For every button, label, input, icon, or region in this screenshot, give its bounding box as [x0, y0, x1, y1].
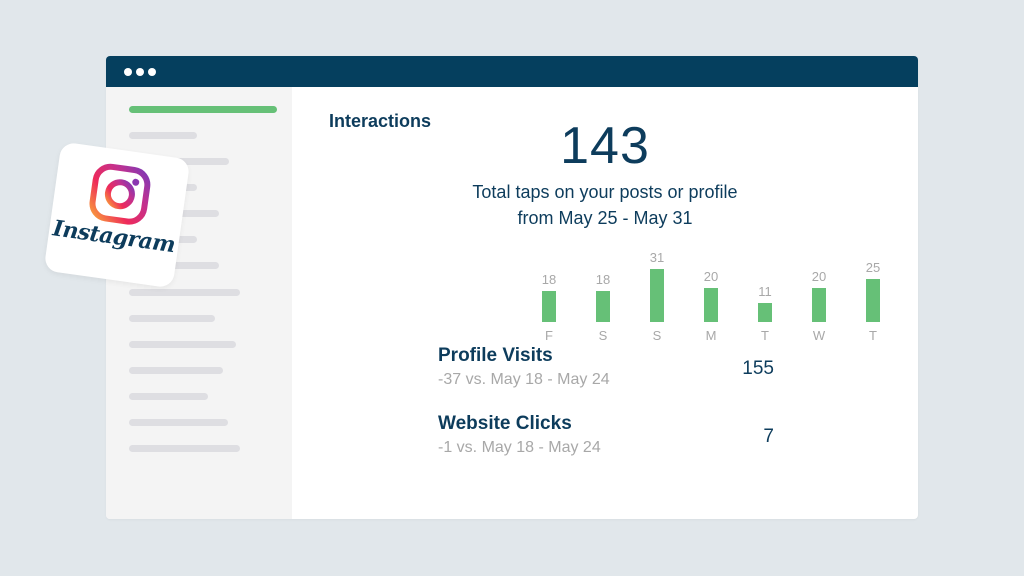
subtitle-line-2: from May 25 - May 31: [517, 208, 693, 228]
chart-day-label: M: [705, 328, 717, 343]
sidebar-item-active[interactable]: [129, 106, 277, 113]
chart-bar: [650, 269, 664, 322]
chart-bar: [596, 291, 610, 322]
sidebar-item[interactable]: [129, 132, 197, 139]
window-dot-icon[interactable]: [136, 68, 144, 76]
instagram-badge: Instagram: [43, 141, 191, 289]
instagram-logo-icon: [89, 163, 151, 225]
chart-day-label: T: [869, 328, 877, 343]
chart-bar: [758, 303, 772, 322]
sidebar-item[interactable]: [129, 445, 240, 452]
website-clicks-comparison: -1 vs. May 18 - May 24: [438, 439, 601, 456]
window-dot-icon[interactable]: [124, 68, 132, 76]
profile-visits-label: Profile Visits: [438, 345, 553, 366]
chart-bar: [542, 291, 556, 322]
chart-bar-value: 25: [865, 260, 881, 275]
chart-day-label: W: [812, 328, 826, 343]
chart-bar-value: 18: [541, 272, 557, 287]
chart-day-label: T: [761, 328, 769, 343]
chart-bar-value: 20: [811, 269, 827, 284]
title-bar: [106, 56, 918, 87]
sidebar-item[interactable]: [129, 419, 228, 426]
subtitle: Total taps on your posts or profile from…: [292, 179, 918, 231]
chart-bar-value: 11: [758, 284, 772, 299]
subtitle-line-1: Total taps on your posts or profile: [472, 182, 738, 202]
sidebar-item[interactable]: [129, 289, 240, 296]
window-dot-icon[interactable]: [148, 68, 156, 76]
chart-bar: [812, 288, 826, 322]
chart-bar: [866, 279, 880, 322]
chart-day-label: S: [598, 328, 608, 343]
sidebar-item[interactable]: [129, 367, 223, 374]
chart-day-label: F: [545, 328, 553, 343]
total-interactions: 143: [560, 117, 650, 175]
chart-bar-value: 20: [703, 269, 719, 284]
profile-visits-comparison: -37 vs. May 18 - May 24: [438, 371, 610, 388]
sidebar-item[interactable]: [129, 315, 215, 322]
profile-visits-value: 155: [742, 358, 774, 379]
website-clicks-label: Website Clicks: [438, 413, 572, 434]
section-title: Interactions: [329, 111, 432, 131]
sidebar-item[interactable]: [129, 393, 208, 400]
chart-bar-value: 18: [595, 272, 611, 287]
website-clicks-value: 7: [763, 426, 774, 447]
chart-bar-value: 31: [649, 250, 665, 265]
main-panel: Interactions 143 Total taps on your post…: [292, 87, 918, 519]
chart-day-label: S: [652, 328, 662, 343]
sidebar-item[interactable]: [129, 341, 236, 348]
chart-bar: [704, 288, 718, 322]
app-window: Interactions 143 Total taps on your post…: [106, 56, 918, 519]
